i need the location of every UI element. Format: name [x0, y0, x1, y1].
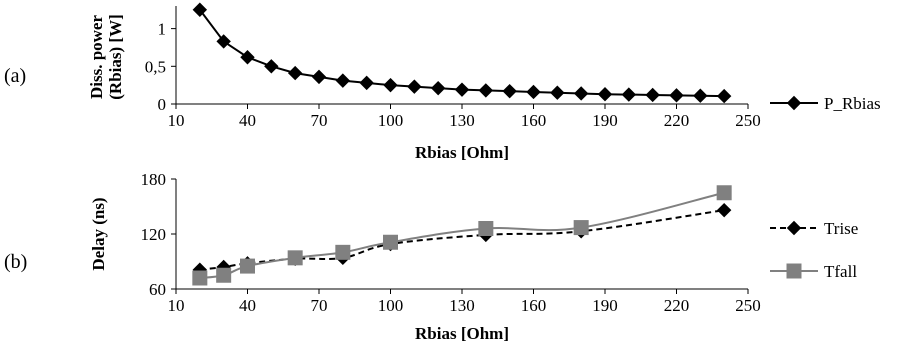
legend-label-Trise: Trise [824, 219, 858, 238]
data-point-Tfall [192, 270, 208, 286]
panel-b-plot: 10 40 70 100 130 160 190 220 250 60 120 180 [141, 170, 761, 315]
panel-a-xlabel: Rbias [Ohm] [415, 143, 509, 162]
x-tick-label: 160 [521, 111, 547, 130]
data-point-P_Rbias [430, 80, 446, 96]
data-point-Tfall [216, 267, 232, 283]
x-tick-label: 40 [239, 296, 256, 315]
data-point-P_Rbias [502, 83, 517, 99]
legend-label-Tfall: Tfall [824, 262, 857, 281]
data-point-P_Rbias [359, 75, 374, 91]
x-tick-label: 130 [449, 296, 475, 315]
panel-b-ylabel: Delay (ns) [89, 197, 108, 270]
data-point-Tfall [573, 220, 589, 236]
x-tick-label: 190 [592, 111, 618, 130]
legend-marker-Tfall [786, 263, 802, 279]
x-tick-label: 10 [168, 296, 185, 315]
data-point-P_Rbias [407, 79, 422, 94]
data-point-P_Rbias [478, 83, 494, 98]
y-tick-label: 0 [158, 95, 167, 114]
data-point-Tfall [478, 221, 494, 236]
y-tick-label: 120 [141, 225, 167, 244]
x-tick-label: 250 [735, 296, 761, 315]
y-tick-label: 60 [149, 280, 166, 299]
panel-b-xlabel: Rbias [Ohm] [415, 324, 509, 343]
data-point-Tfall [716, 185, 732, 201]
panel-a-ylabel-line2: (Rbias) [W] [106, 14, 125, 99]
data-point-P_Rbias [669, 88, 684, 103]
panel-a-ylabel-line1: Diss. power [87, 15, 106, 100]
series-line-Tfall [199, 191, 725, 279]
panel-label-a: (a) [4, 65, 26, 87]
panel-label-b: (b) [4, 251, 27, 273]
data-point-P_Rbias [311, 69, 327, 85]
y-tick-label: 1 [158, 20, 167, 39]
data-point-Tfall [335, 244, 351, 260]
data-point-P_Rbias [716, 88, 732, 104]
data-point-P_Rbias [573, 86, 589, 101]
data-point-P_Rbias [454, 82, 470, 97]
data-point-P_Rbias [645, 87, 660, 103]
x-tick-label: 190 [592, 296, 618, 315]
panel-b-legend: Trise Tfall [770, 219, 858, 281]
y-tick-label: 180 [141, 170, 167, 189]
data-point-P_Rbias [597, 86, 613, 102]
panel-a-plot: 10 40 70 100 130 160 190 220 250 0 0,5 1 [145, 2, 761, 130]
legend-marker-P_Rbias [786, 95, 802, 111]
panel-a-legend: P_Rbias [770, 94, 881, 113]
data-point-Trise [716, 202, 732, 218]
data-point-P_Rbias [264, 59, 279, 74]
x-tick-label: 130 [449, 111, 475, 130]
x-tick-label: 70 [311, 111, 328, 130]
data-point-P_Rbias [335, 73, 351, 88]
x-tick-label: 160 [521, 296, 547, 315]
data-point-Tfall [240, 258, 255, 274]
x-tick-label: 220 [664, 111, 690, 130]
data-point-P_Rbias [240, 50, 255, 65]
x-tick-label: 220 [664, 296, 690, 315]
data-point-P_Rbias [383, 77, 398, 93]
legend-label-P_Rbias: P_Rbias [824, 94, 881, 113]
data-point-P_Rbias [621, 87, 637, 102]
x-tick-label: 70 [311, 296, 328, 315]
data-point-P_Rbias [287, 65, 303, 81]
data-point-Tfall [383, 234, 398, 250]
data-point-P_Rbias [192, 2, 208, 17]
data-point-P_Rbias [693, 88, 708, 103]
data-point-Tfall [287, 250, 303, 266]
legend-marker-Trise [786, 220, 802, 236]
data-point-P_Rbias [550, 85, 565, 100]
y-tick-label: 0,5 [145, 57, 166, 76]
x-tick-label: 40 [239, 111, 256, 130]
x-tick-label: 250 [735, 111, 761, 130]
x-tick-label: 100 [378, 111, 404, 130]
x-tick-label: 100 [378, 296, 404, 315]
data-point-P_Rbias [526, 84, 541, 100]
data-point-P_Rbias [216, 34, 231, 49]
x-tick-label: 10 [168, 111, 185, 130]
